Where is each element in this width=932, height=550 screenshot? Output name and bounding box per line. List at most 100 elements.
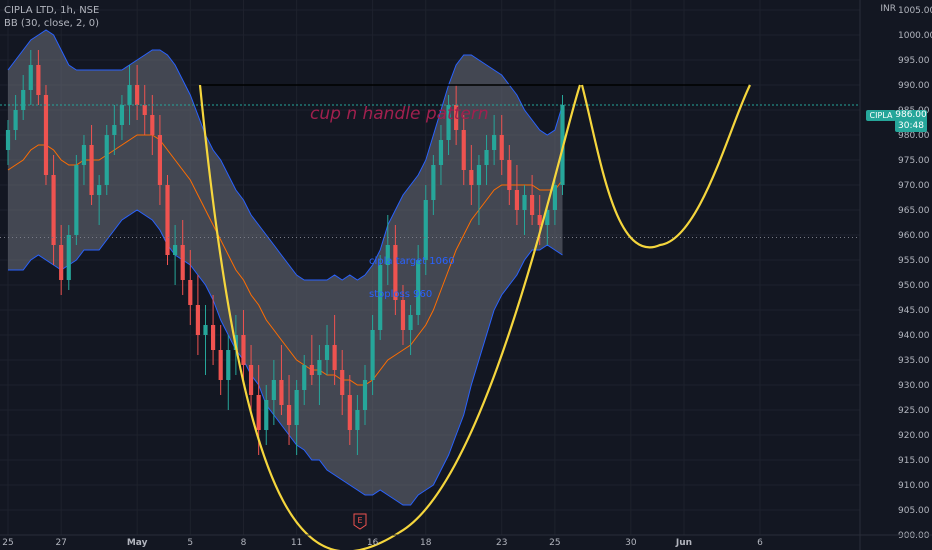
candle-body: [226, 350, 231, 380]
candle-body: [248, 365, 254, 395]
indicator-legend[interactable]: BB (30, close, 2, 0): [4, 18, 99, 29]
candle-body: [454, 105, 459, 130]
x-tick-label: 11: [291, 538, 302, 548]
y-tick-label: 975.00: [898, 156, 930, 166]
candle-body: [157, 135, 163, 185]
earnings-marker-icon: [353, 513, 367, 530]
candle-body: [530, 195, 535, 215]
candle-body: [256, 395, 261, 430]
candle-body: [150, 115, 155, 135]
candle-body: [378, 265, 383, 330]
candle-body: [469, 170, 474, 185]
handle-curve: [580, 84, 751, 249]
candle-body: [461, 130, 466, 170]
target-note: cipla target 1060: [369, 256, 455, 267]
candle-body: [210, 325, 216, 350]
candle-body: [104, 135, 109, 185]
band-upper-line: [7, 29, 563, 281]
candle-body: [165, 185, 170, 255]
candle-body: [28, 65, 33, 90]
candle-body: [309, 365, 314, 375]
candle-body: [81, 145, 87, 165]
symbol-legend[interactable]: CIPLA LTD, 1h, NSE: [4, 5, 100, 16]
x-tick-label: 25: [2, 538, 13, 548]
y-tick-label: 1005.00: [898, 6, 932, 16]
y-tick-label: 970.00: [898, 181, 930, 191]
candle-body: [499, 135, 504, 160]
candle-body: [302, 365, 307, 390]
candle-body: [135, 85, 140, 105]
candle-body: [279, 380, 284, 405]
candle-body: [51, 175, 56, 245]
candle-body: [385, 245, 390, 265]
candle-body: [507, 160, 512, 190]
y-tick-label: 905.00: [898, 506, 930, 516]
candle-body: [66, 235, 71, 280]
candle-body: [347, 395, 352, 430]
candle-body: [552, 185, 557, 210]
candle-body: [431, 165, 436, 200]
y-tick-label: 910.00: [898, 481, 930, 491]
stoploss-note: stoploss 960: [369, 289, 432, 300]
symbol-tag: CIPLA: [866, 110, 896, 121]
y-tick-label: 955.00: [898, 256, 930, 266]
candle-body: [180, 245, 185, 280]
candle-body: [484, 150, 489, 165]
x-tick-label: 5: [187, 538, 193, 548]
candle-body: [317, 360, 322, 375]
candle-body: [393, 245, 398, 300]
candle-body: [74, 165, 79, 235]
candle-body: [59, 245, 64, 280]
candle-body: [241, 335, 246, 365]
candle-body: [340, 370, 345, 395]
x-tick-label: 27: [55, 538, 66, 548]
y-tick-label: 930.00: [898, 381, 930, 391]
candle-body: [112, 125, 117, 135]
last-price: 986.00: [895, 110, 927, 120]
y-tick-label: 940.00: [898, 331, 930, 341]
x-tick-label: 18: [420, 538, 432, 548]
x-tick-label: 30: [625, 538, 637, 548]
candle-body: [416, 260, 421, 315]
candle-body: [362, 380, 368, 410]
y-tick-label: 925.00: [898, 406, 930, 416]
candle-body: [423, 200, 428, 260]
candle-body: [142, 105, 147, 115]
candle-body: [537, 215, 542, 225]
candle-body: [522, 195, 527, 210]
candle-body: [13, 110, 18, 130]
candle-body: [446, 105, 451, 140]
x-tick-label: 16: [367, 538, 379, 548]
pattern-title: cup n handle pattern: [310, 104, 489, 124]
candle-body: [203, 325, 208, 335]
bar-countdown: 30:48: [898, 121, 924, 131]
x-tick-label: 23: [496, 538, 507, 548]
candle-body: [286, 405, 292, 425]
candle-body: [36, 65, 41, 95]
y-tick-label: 945.00: [898, 306, 930, 316]
y-tick-label: 995.00: [898, 56, 930, 66]
band-basis-line: [7, 134, 563, 386]
chart-legend[interactable]: CIPLA LTD, 1h, NSE BB (30, close, 2, 0): [4, 4, 99, 30]
y-tick-label: 965.00: [898, 206, 930, 216]
y-tick-label: 990.00: [898, 81, 930, 91]
candle-body: [355, 410, 360, 430]
candle-body: [438, 140, 444, 165]
candle-body: [195, 305, 200, 335]
y-tick-label: 900.00: [898, 531, 930, 541]
candle-body: [218, 350, 223, 380]
x-tick-label: Jun: [675, 538, 692, 548]
currency-label: INR: [880, 4, 896, 14]
bollinger-band: [7, 29, 563, 506]
candle-body: [127, 85, 132, 105]
candles: [5, 50, 565, 455]
candle-body: [264, 400, 269, 430]
candle-body: [408, 315, 413, 330]
candle-body: [324, 345, 330, 360]
y-tick-label: 1000.00: [898, 31, 932, 41]
y-tick-label: 935.00: [898, 356, 930, 366]
band-lower-line: [8, 209, 563, 506]
y-tick-label: 960.00: [898, 231, 930, 241]
